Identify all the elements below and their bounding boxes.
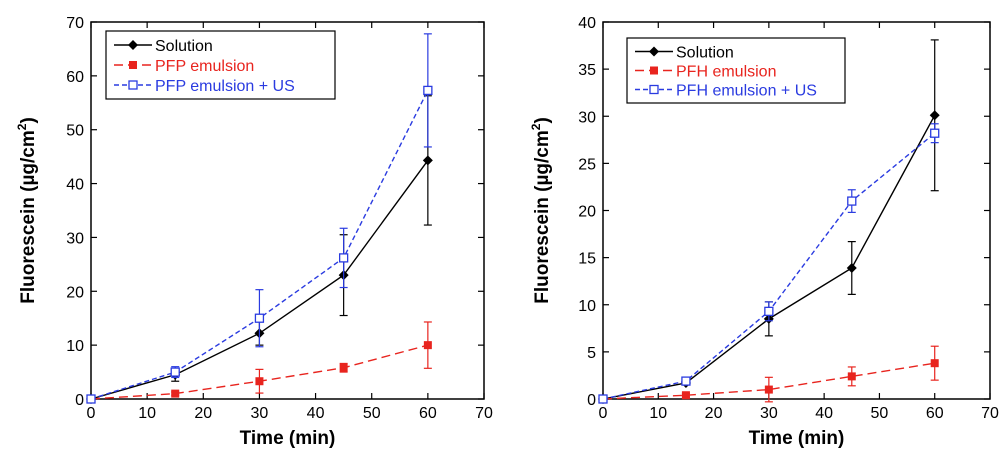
y-tick-label: 30 (66, 230, 84, 247)
data-point (171, 390, 179, 398)
x-tick-label: 30 (760, 405, 778, 422)
legend-marker (650, 67, 658, 75)
data-point (424, 86, 432, 94)
legend-marker (129, 81, 137, 89)
data-point (930, 110, 940, 120)
data-point (171, 368, 179, 376)
legend-label: Solution (155, 38, 213, 55)
y-tick-label: 20 (578, 204, 596, 221)
data-point (340, 254, 348, 262)
y-tick-label: 15 (578, 251, 596, 268)
chart-left: 0 10 20 30 40 50 60 70 0 10 20 30 40 50 60 70 Time (min)… (15, 15, 493, 449)
legend: Solution PFP emulsion PFP emulsion + US (106, 31, 335, 99)
y-axis-title-close: ) (532, 117, 553, 123)
y-axis-title-main: Fluorescein (µg/cm (532, 130, 553, 304)
chart-right: 0 10 20 30 40 50 60 70 0 5 10 15 20 25 30 35 40 Time (min… (529, 15, 999, 449)
legend-label: PFH emulsion (676, 64, 776, 81)
data-point (682, 377, 690, 385)
x-tick-label: 10 (649, 405, 667, 422)
series-line (603, 115, 935, 399)
data-point (340, 364, 348, 372)
data-point (423, 155, 433, 165)
legend: Solution PFH emulsion PFH emulsion + US (627, 38, 845, 103)
series-line (91, 90, 428, 399)
data-point (848, 372, 856, 380)
y-tick-label: 40 (578, 15, 596, 32)
y-tick-label: 0 (587, 392, 596, 409)
data-point (765, 307, 773, 315)
series-0 (86, 96, 433, 404)
x-tick-label: 10 (138, 405, 156, 422)
x-tick-label: 30 (251, 405, 269, 422)
y-tick-label: 70 (66, 15, 84, 32)
x-axis-title: Time (min) (240, 428, 336, 449)
x-tick-label: 40 (815, 405, 833, 422)
data-point (255, 377, 263, 385)
legend-label: PFH emulsion + US (676, 83, 817, 100)
legend-marker (650, 86, 658, 94)
x-tick-label: 50 (363, 405, 381, 422)
x-tick-label: 0 (599, 405, 608, 422)
y-axis-title-close: ) (18, 117, 39, 123)
y-tick-label: 5 (587, 345, 596, 362)
data-point (765, 386, 773, 394)
y-tick-label: 60 (66, 69, 84, 86)
series-line (603, 133, 935, 399)
y-tick-label: 50 (66, 123, 84, 140)
x-axis-title: Time (min) (749, 428, 845, 449)
series-1 (599, 346, 939, 403)
x-tick-label: 40 (307, 405, 325, 422)
legend-label: PFP emulsion (155, 58, 254, 75)
data-point (599, 395, 607, 403)
y-tick-label: 25 (578, 156, 596, 173)
x-tick-label: 60 (926, 405, 944, 422)
data-point (424, 341, 432, 349)
y-tick-label: 10 (578, 298, 596, 315)
y-tick-label: 35 (578, 62, 596, 79)
x-tick-label: 0 (87, 405, 96, 422)
series-2 (599, 124, 939, 403)
y-tick-label: 10 (66, 338, 84, 355)
legend-label: PFP emulsion + US (155, 78, 295, 95)
x-tick-label: 60 (419, 405, 437, 422)
x-tick-label: 70 (981, 405, 999, 422)
legend-label: Solution (676, 45, 734, 62)
data-point (931, 359, 939, 367)
y-axis-title-main: Fluorescein (µg/cm (18, 130, 39, 304)
x-tick-label: 70 (475, 405, 493, 422)
data-point (87, 395, 95, 403)
data-point (848, 197, 856, 205)
x-tick-label: 50 (871, 405, 889, 422)
y-axis-title: Fluorescein (µg/cm2) (529, 117, 553, 304)
data-point (255, 314, 263, 322)
x-tick-label: 20 (194, 405, 212, 422)
y-axis-title: Fluorescein (µg/cm2) (15, 117, 39, 304)
data-point (931, 129, 939, 137)
data-point (682, 391, 690, 399)
y-tick-label: 30 (578, 109, 596, 126)
y-tick-label: 40 (66, 177, 84, 194)
series-line (91, 160, 428, 399)
data-point (847, 263, 857, 273)
y-tick-label: 0 (75, 392, 84, 409)
x-tick-label: 20 (705, 405, 723, 422)
y-tick-label: 20 (66, 284, 84, 301)
legend-marker (129, 61, 137, 69)
